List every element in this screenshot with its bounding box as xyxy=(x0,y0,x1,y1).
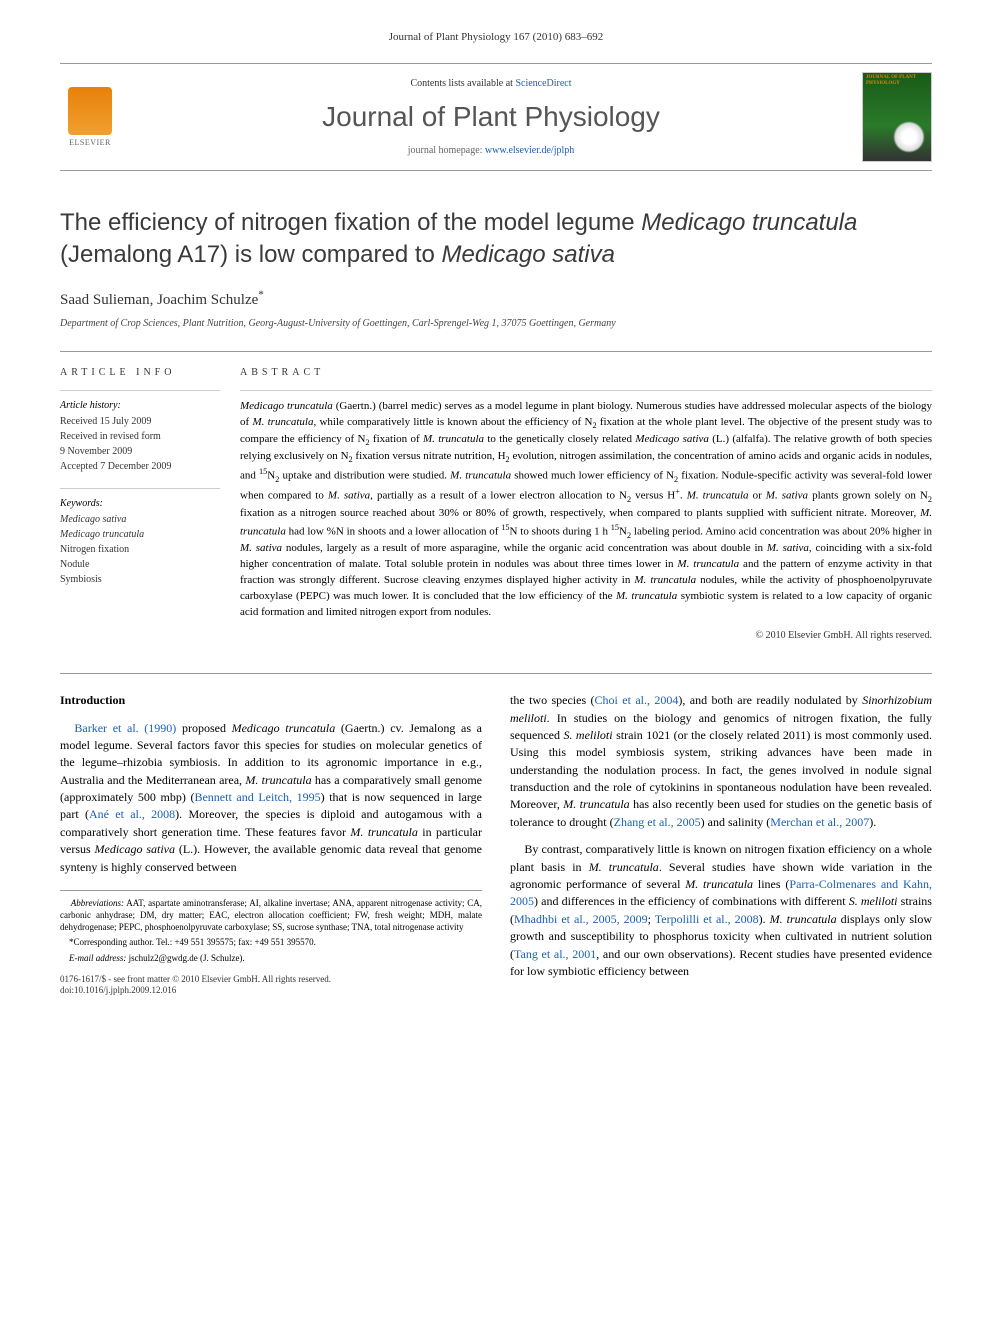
body-col-left: Introduction Barker et al. (1990) propos… xyxy=(60,692,482,997)
journal-banner: ELSEVIER Contents lists available at Sci… xyxy=(60,63,932,171)
article-title: The efficiency of nitrogen fixation of t… xyxy=(60,207,932,269)
footer-line2: doi:10.1016/j.jplph.2009.12.016 xyxy=(60,985,482,997)
revised-line: Received in revised form xyxy=(60,430,220,444)
footer-meta: 0176-1617/$ - see front matter © 2010 El… xyxy=(60,974,482,997)
footnotes: Abbreviations: AAT, aspartate aminotrans… xyxy=(60,890,482,964)
journal-title: Journal of Plant Physiology xyxy=(132,97,850,136)
affiliation: Department of Crop Sciences, Plant Nutri… xyxy=(60,317,932,331)
contents-prefix: Contents lists available at xyxy=(410,78,515,89)
keywords-label: Keywords: xyxy=(60,497,220,511)
keyword-1: Medicago truncatula xyxy=(60,528,220,542)
abbrev-footnote: Abbreviations: AAT, aspartate aminotrans… xyxy=(60,897,482,933)
keyword-4: Symbiosis xyxy=(60,573,220,587)
elsevier-tree-icon xyxy=(68,87,112,135)
authors: Saad Sulieman, Joachim Schulze xyxy=(60,292,258,308)
homepage-line: journal homepage: www.elsevier.de/jplph xyxy=(132,144,850,158)
contents-line: Contents lists available at ScienceDirec… xyxy=(132,77,850,91)
keyword-2: Nitrogen fixation xyxy=(60,543,220,557)
body-columns: Introduction Barker et al. (1990) propos… xyxy=(60,673,932,997)
abbrev-label: Abbreviations: xyxy=(71,898,124,908)
keyword-3: Nodule xyxy=(60,558,220,572)
history-block: Article history: Received 15 July 2009 R… xyxy=(60,390,220,474)
abstract-heading: abstract xyxy=(240,366,932,380)
footer-line1: 0176-1617/$ - see front matter © 2010 El… xyxy=(60,974,482,986)
email-footnote: E-mail address: jschulz2@gwdg.de (J. Sch… xyxy=(60,952,482,964)
history-label: Article history: xyxy=(60,399,220,413)
info-abstract-row: article info Article history: Received 1… xyxy=(60,351,932,643)
corr-mark: * xyxy=(258,289,264,301)
journal-ref-line: Journal of Plant Physiology 167 (2010) 6… xyxy=(60,30,932,45)
sciencedirect-link[interactable]: ScienceDirect xyxy=(515,78,571,89)
abbrev-text: AAT, aspartate aminotransferase; AI, alk… xyxy=(60,898,482,932)
intro-p2: the two species (Choi et al., 2004), and… xyxy=(510,692,932,831)
elsevier-label: ELSEVIER xyxy=(69,137,111,148)
abstract-copyright: © 2010 Elsevier GmbH. All rights reserve… xyxy=(240,629,932,643)
banner-center: Contents lists available at ScienceDirec… xyxy=(132,77,850,158)
keyword-0: Medicago sativa xyxy=(60,513,220,527)
journal-cover-thumbnail: JOURNAL OF PLANT PHYSIOLOGY xyxy=(862,72,932,162)
abstract-col: abstract Medicago truncatula (Gaertn.) (… xyxy=(240,366,932,643)
intro-p1: Barker et al. (1990) proposed Medicago t… xyxy=(60,720,482,877)
article-info-col: article info Article history: Received 1… xyxy=(60,366,240,643)
homepage-link[interactable]: www.elsevier.de/jplph xyxy=(485,145,574,156)
cover-label: JOURNAL OF PLANT PHYSIOLOGY xyxy=(866,75,931,86)
homepage-prefix: journal homepage: xyxy=(408,145,485,156)
body-col-right: the two species (Choi et al., 2004), and… xyxy=(510,692,932,997)
keywords-block: Keywords: Medicago sativa Medicago trunc… xyxy=(60,488,220,587)
intro-p3: By contrast, comparatively little is kno… xyxy=(510,841,932,980)
authors-line: Saad Sulieman, Joachim Schulze* xyxy=(60,288,932,311)
received-line: Received 15 July 2009 xyxy=(60,415,220,429)
email-value: jschulz2@gwdg.de (J. Schulze). xyxy=(126,953,244,963)
abstract-text: Medicago truncatula (Gaertn.) (barrel me… xyxy=(240,390,932,621)
corr-footnote: *Corresponding author. Tel.: +49 551 395… xyxy=(60,936,482,948)
email-label: E-mail address: xyxy=(69,953,126,963)
elsevier-logo: ELSEVIER xyxy=(60,82,120,152)
revised-date: 9 November 2009 xyxy=(60,445,220,459)
intro-heading: Introduction xyxy=(60,692,482,709)
info-heading: article info xyxy=(60,366,220,380)
accepted-line: Accepted 7 December 2009 xyxy=(60,460,220,474)
